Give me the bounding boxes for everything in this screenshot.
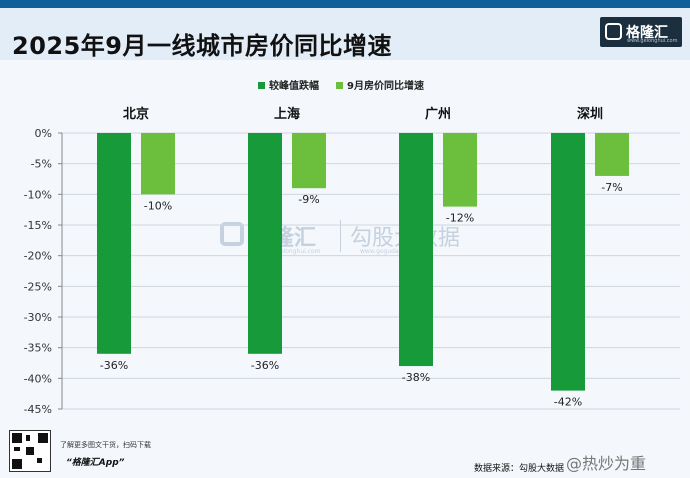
chart-title: 2025年9月一线城市房价同比增速 xyxy=(12,32,392,60)
logo-text: 格隆汇 xyxy=(626,25,668,41)
y-tick-label: -40% xyxy=(24,372,52,385)
y-tick-label: -25% xyxy=(24,280,52,293)
data-label: -10% xyxy=(144,199,172,212)
category-label: 北京 xyxy=(123,106,149,122)
y-tick-label: -45% xyxy=(24,403,52,416)
data-label: -36% xyxy=(100,359,128,372)
category-label: 深圳 xyxy=(577,106,603,122)
watermark-url-2: www.gogudata.com xyxy=(360,248,420,255)
bar xyxy=(551,133,585,391)
y-tick-label: 0% xyxy=(35,127,52,140)
bar xyxy=(248,133,282,354)
qr-code-icon[interactable] xyxy=(9,430,51,472)
y-tick-label: -30% xyxy=(24,311,52,324)
legend-swatch xyxy=(258,82,265,89)
brand-logo: 格隆汇 www.gelonghui.com xyxy=(600,17,682,47)
y-tick-label: -5% xyxy=(31,158,52,171)
data-label: -42% xyxy=(554,396,582,409)
data-label: -12% xyxy=(446,212,474,225)
y-tick-label: -10% xyxy=(24,188,52,201)
data-label: -9% xyxy=(298,193,319,206)
legend-label: 较峰值跌幅 xyxy=(269,79,319,92)
data-label: -36% xyxy=(251,359,279,372)
footer-app-name: “格隆汇App” xyxy=(66,458,125,468)
y-tick-label: -20% xyxy=(24,250,52,263)
title-band xyxy=(0,8,690,60)
bar xyxy=(141,133,175,195)
watermark-logo-icon xyxy=(220,222,244,246)
bar xyxy=(443,133,477,207)
bar xyxy=(595,133,629,176)
bar xyxy=(97,133,131,354)
legend-swatch xyxy=(336,82,343,89)
y-tick-label: -15% xyxy=(24,219,52,232)
category-label: 广州 xyxy=(425,106,451,122)
watermark-url: www.gelonghui.com xyxy=(260,248,321,255)
legend-label: 9月房价同比增速 xyxy=(347,79,424,92)
watermark-divider xyxy=(340,220,341,252)
data-label: -7% xyxy=(601,181,622,194)
logo-mark-icon xyxy=(605,23,622,40)
y-tick-label: -35% xyxy=(24,342,52,355)
logo-url: www.gelonghui.com xyxy=(627,38,678,44)
data-source: 数据来源：勾股大数据 xyxy=(474,464,565,474)
footer-note: 了解更多图文干货，扫码下载 xyxy=(60,441,151,449)
bar xyxy=(399,133,433,367)
category-label: 上海 xyxy=(274,106,300,122)
top-accent-bar xyxy=(0,0,690,8)
data-label: -38% xyxy=(402,371,430,384)
weibo-watermark: @热炒为重 xyxy=(566,454,647,473)
bar xyxy=(292,133,326,189)
